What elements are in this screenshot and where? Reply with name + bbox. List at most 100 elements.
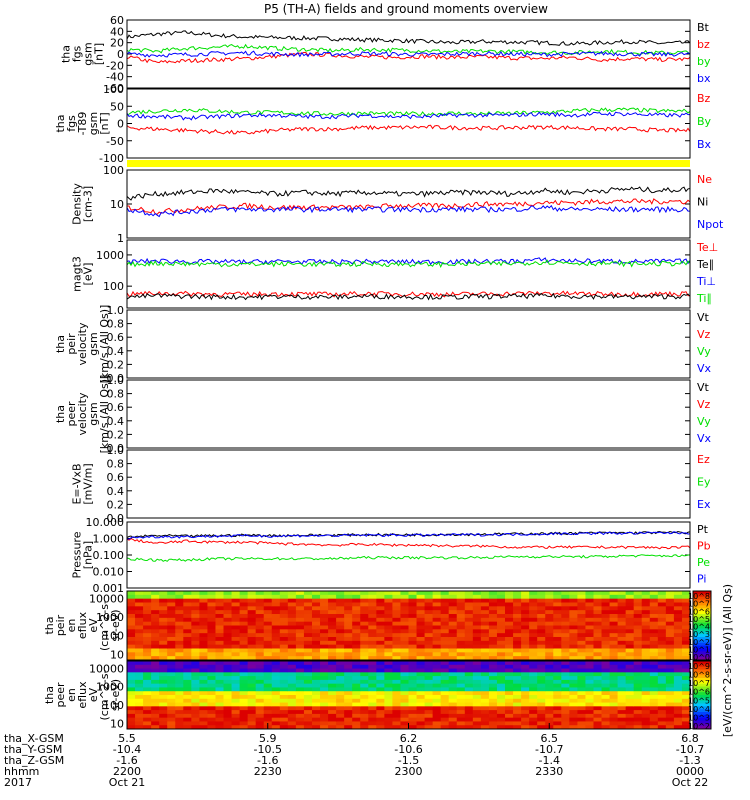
heatmap-cell — [159, 648, 168, 653]
heatmap-cell — [553, 702, 562, 707]
heatmap-cell — [472, 602, 482, 607]
heatmap-cell — [617, 672, 627, 677]
colorbar-cell — [693, 703, 711, 707]
heatmap-cell — [175, 602, 184, 607]
heatmap-cell — [641, 591, 651, 596]
heatmap-cell — [384, 672, 393, 677]
heatmap-cell — [657, 606, 667, 611]
colorbar-cell — [693, 672, 711, 676]
heatmap-cell — [553, 598, 562, 603]
heatmap-cell — [513, 606, 522, 611]
heatmap-cell — [609, 683, 619, 688]
heatmap-cell — [263, 644, 273, 649]
y-axis-label: Pressure — [71, 531, 84, 578]
heatmap-cell — [384, 668, 393, 673]
heatmap-cell — [239, 664, 249, 670]
heatmap-cell — [553, 687, 562, 692]
heatmap-cell — [159, 598, 168, 603]
heatmap-cell — [408, 683, 418, 688]
heatmap-cell — [617, 614, 627, 619]
heatmap-cell — [207, 683, 216, 688]
heatmap-cell — [537, 606, 546, 611]
heatmap-cell — [593, 725, 603, 730]
heatmap-cell — [400, 625, 409, 630]
heatmap-cell — [408, 698, 418, 704]
heatmap-cell — [448, 629, 458, 634]
heatmap-cell — [464, 625, 474, 630]
heatmap-cell — [456, 637, 466, 642]
colorbar-cell — [693, 692, 711, 696]
y-tick-label: 0.6 — [107, 471, 125, 484]
heatmap-cell — [279, 717, 289, 722]
y-tick-label: 0.2 — [107, 498, 125, 511]
heatmap-cell — [376, 713, 385, 719]
heatmap-cell — [376, 725, 385, 730]
heatmap-cell — [295, 617, 305, 623]
heatmap-cell — [352, 594, 361, 600]
heatmap-cell — [513, 702, 522, 707]
x-tick-label: 0000 — [676, 765, 704, 778]
heatmap-cell — [408, 713, 418, 719]
heatmap-cell — [295, 614, 305, 619]
heatmap-cell — [577, 621, 586, 626]
heatmap-cell — [641, 633, 651, 638]
heatmap-cell — [649, 676, 659, 681]
heatmap-cell — [151, 621, 160, 626]
heatmap-cell — [376, 617, 385, 623]
heatmap-cell — [681, 710, 691, 715]
heatmap-cell — [505, 625, 514, 630]
heatmap-cell — [408, 614, 418, 619]
colorbar-cell — [693, 686, 711, 690]
heatmap-cell — [609, 691, 619, 696]
heatmap-cell — [183, 664, 192, 670]
heatmap-cell — [360, 598, 369, 603]
heatmap-cell — [529, 664, 538, 670]
heatmap-cell — [585, 617, 594, 623]
heatmap-cell — [175, 633, 184, 638]
heatmap-cell — [336, 644, 345, 649]
heatmap-cell — [247, 713, 257, 719]
heatmap-cell — [416, 656, 426, 661]
heatmap-cell — [440, 617, 450, 623]
y-tick-label: 0.2 — [107, 428, 125, 441]
heatmap-cell — [183, 713, 192, 719]
heatmap-cell — [665, 594, 675, 600]
heatmap-cell — [440, 695, 450, 700]
heatmap-cell — [151, 598, 160, 603]
heatmap-cell — [416, 664, 426, 670]
heatmap-cell — [472, 725, 482, 730]
heatmap-cell — [352, 656, 361, 661]
heatmap-cell — [311, 713, 321, 719]
heatmap-cell — [143, 637, 152, 642]
heatmap-cell — [143, 606, 152, 611]
heatmap-cell — [681, 625, 691, 630]
heatmap-cell — [279, 629, 289, 634]
heatmap-cell — [207, 721, 216, 726]
heatmap-cell — [408, 656, 418, 661]
heatmap-cell — [191, 691, 200, 696]
heatmap-cell — [472, 621, 482, 626]
heatmap-cell — [561, 691, 570, 696]
heatmap-cell — [183, 644, 192, 649]
heatmap-cell — [400, 679, 409, 685]
heatmap-cell — [480, 695, 490, 700]
heatmap-cell — [271, 668, 281, 673]
heatmap-cell — [472, 687, 482, 692]
colorbar-cell — [693, 616, 711, 621]
heatmap-cell — [392, 656, 401, 661]
heatmap-cell — [320, 614, 329, 619]
heatmap-cell — [577, 676, 586, 681]
heatmap-cell — [553, 679, 562, 685]
heatmap-cell — [496, 606, 506, 611]
heatmap-cell — [601, 617, 611, 623]
heatmap-cell — [344, 706, 353, 711]
heatmap-cell — [609, 610, 619, 615]
heatmap-cell — [416, 610, 426, 615]
heatmap-cell — [247, 702, 257, 707]
heatmap-cell — [617, 617, 627, 623]
heatmap-cell — [183, 698, 192, 704]
heatmap-cell — [247, 648, 257, 653]
heatmap-cell — [199, 713, 208, 719]
heatmap-cell — [231, 713, 241, 719]
heatmap-cell — [400, 610, 409, 615]
